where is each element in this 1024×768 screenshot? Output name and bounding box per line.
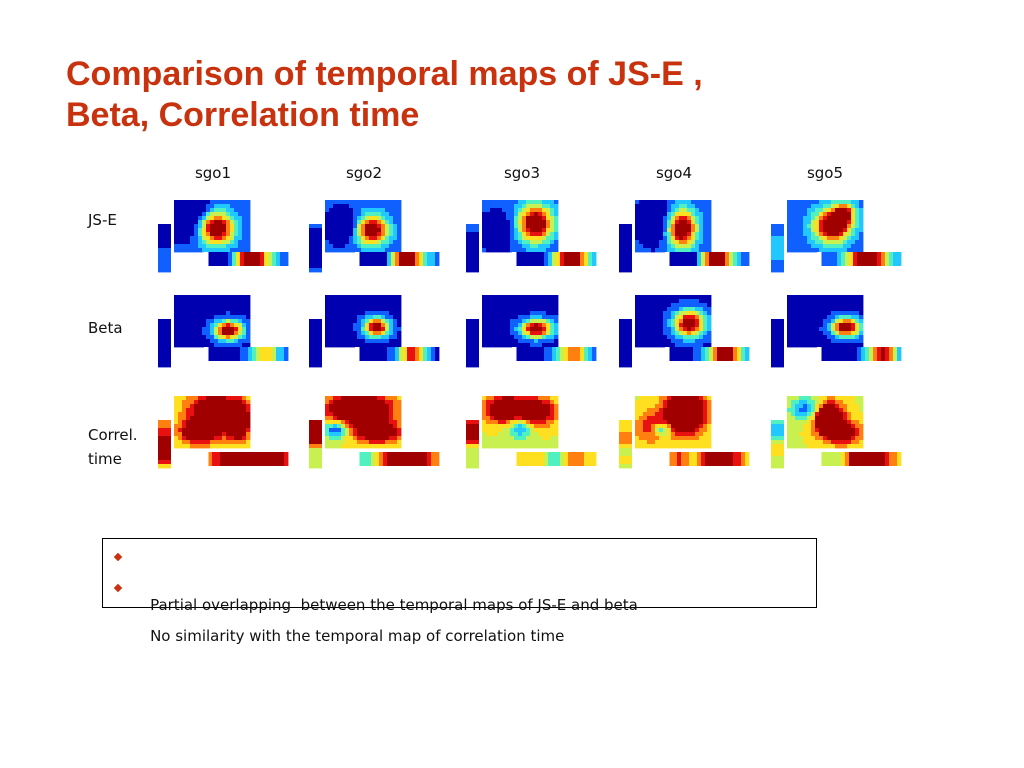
brain-map-graphic [309, 200, 440, 273]
column-label-sgo4: sgo4 [655, 164, 693, 182]
column-label-sgo3: sgo3 [503, 164, 541, 182]
brain-map-graphic [771, 295, 902, 368]
temporal-map-image [309, 396, 444, 476]
brain-map-graphic [619, 295, 750, 368]
brain-map-graphic [158, 396, 289, 469]
row-label-line: Beta [88, 319, 123, 337]
bullet-text: No similarity with the temporal map of c… [150, 627, 565, 645]
temporal-map-image [309, 200, 444, 280]
temporal-map-image [158, 396, 293, 476]
row-label-line: time [88, 450, 122, 468]
summary-box: Partial overlapping between the temporal… [102, 538, 817, 645]
brain-map-graphic [771, 396, 902, 469]
bullet-item: Partial overlapping between the temporal… [113, 545, 806, 614]
diamond-bullet-icon [113, 552, 123, 562]
bullet-text: Partial overlapping between the temporal… [150, 596, 638, 614]
row-label-line: JS-E [88, 211, 117, 229]
temporal-map-image [466, 295, 601, 375]
row-label-beta: Beta [88, 316, 168, 340]
column-label-sgo5: sgo5 [806, 164, 844, 182]
brain-map-graphic [619, 200, 750, 273]
slide-title: Comparison of temporal maps of JS-E , Be… [66, 54, 946, 136]
temporal-map-image [309, 295, 444, 375]
brain-map-graphic [309, 396, 440, 469]
temporal-map-image [158, 200, 293, 280]
temporal-map-image [619, 200, 754, 280]
brain-map-graphic [309, 295, 440, 368]
temporal-map-image [619, 396, 754, 476]
brain-map-graphic [158, 295, 289, 368]
title-line-1: Comparison of temporal maps of JS-E , [66, 55, 703, 93]
brain-map-graphic [619, 396, 750, 469]
diamond-bullet-icon [113, 583, 123, 593]
column-label-sgo1: sgo1 [194, 164, 232, 182]
brain-map-graphic [158, 200, 289, 273]
row-label-correlation-time: Correl. time [88, 423, 168, 471]
row-label-line: Correl. [88, 426, 138, 444]
column-label-sgo2: sgo2 [345, 164, 383, 182]
bullet-item: No similarity with the temporal map of c… [113, 576, 806, 645]
brain-map-graphic [771, 200, 902, 273]
temporal-map-image [771, 396, 906, 476]
temporal-map-image [771, 200, 906, 280]
title-line-2: Beta, Correlation time [66, 96, 420, 134]
temporal-map-image [466, 396, 601, 476]
temporal-map-image [771, 295, 906, 375]
temporal-map-image [466, 200, 601, 280]
brain-map-graphic [466, 200, 597, 273]
brain-map-graphic [466, 295, 597, 368]
brain-map-graphic [466, 396, 597, 469]
temporal-map-image [619, 295, 754, 375]
row-label-jse: JS-E [88, 208, 168, 232]
temporal-map-image [158, 295, 293, 375]
